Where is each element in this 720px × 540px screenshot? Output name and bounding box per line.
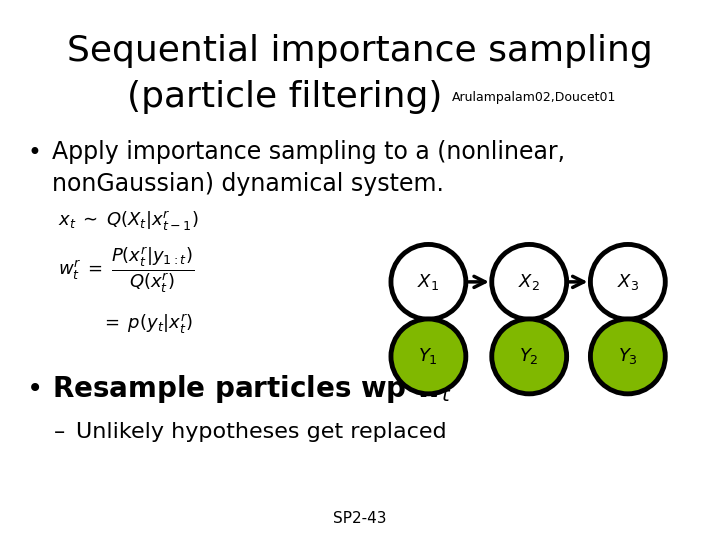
- Text: $x_t \;\sim\; Q(X_t|x_{t-1}^r)$: $x_t \;\sim\; Q(X_t|x_{t-1}^r)$: [58, 210, 198, 233]
- Ellipse shape: [492, 245, 567, 319]
- Text: Apply importance sampling to a (nonlinear,
nonGaussian) dynamical system.: Apply importance sampling to a (nonlinea…: [52, 140, 565, 196]
- Ellipse shape: [391, 319, 466, 394]
- Text: Arulampalam02,Doucet01: Arulampalam02,Doucet01: [452, 91, 616, 104]
- Text: –: –: [54, 422, 66, 442]
- Text: SP2-43: SP2-43: [333, 511, 387, 526]
- Text: $= \; p(y_t|x_t^r)$: $= \; p(y_t|x_t^r)$: [101, 312, 193, 336]
- Ellipse shape: [391, 245, 466, 319]
- Text: $Y_{2}$: $Y_{2}$: [519, 346, 539, 367]
- Ellipse shape: [492, 319, 567, 394]
- Ellipse shape: [590, 319, 665, 394]
- Text: •: •: [27, 141, 41, 165]
- Ellipse shape: [590, 245, 665, 319]
- Text: Unlikely hypotheses get replaced: Unlikely hypotheses get replaced: [76, 422, 446, 442]
- Text: (particle filtering): (particle filtering): [127, 80, 442, 114]
- Text: •: •: [27, 375, 44, 403]
- Text: Resample particles wp w$_t$: Resample particles wp w$_t$: [52, 373, 451, 405]
- Text: $X_{1}$: $X_{1}$: [418, 272, 439, 292]
- Text: $w_t^r \;=\; \dfrac{P(x_t^r|y_{1:t})}{Q(x_t^r)}$: $w_t^r \;=\; \dfrac{P(x_t^r|y_{1:t})}{Q(…: [58, 246, 194, 294]
- Text: Sequential importance sampling: Sequential importance sampling: [67, 35, 653, 68]
- Text: $X_{3}$: $X_{3}$: [617, 272, 639, 292]
- Text: $X_{2}$: $X_{2}$: [518, 272, 540, 292]
- Text: $Y_{3}$: $Y_{3}$: [618, 346, 638, 367]
- Text: $Y_{1}$: $Y_{1}$: [418, 346, 438, 367]
